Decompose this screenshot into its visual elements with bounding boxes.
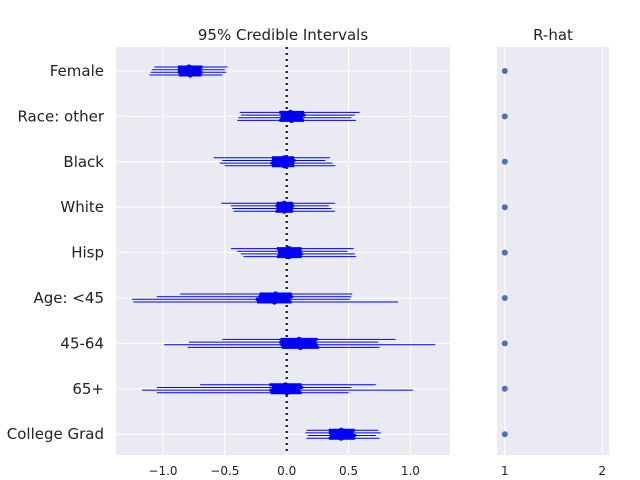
rhat-point (501, 340, 508, 347)
ci-x-tick-label: 1.0 (401, 464, 420, 478)
ci-panel-title: 95% Credible Intervals (198, 26, 368, 44)
rhat-point (501, 204, 508, 211)
rhat-panel-background (497, 47, 609, 455)
rhat-point (501, 431, 508, 438)
rhat-point (501, 295, 508, 301)
row-label: Black (63, 153, 104, 171)
posterior-mean-point (289, 117, 295, 123)
rhat-point (501, 113, 508, 120)
row-label: College Grad (7, 425, 104, 443)
posterior-mean-point (284, 390, 290, 396)
posterior-mean-point (297, 344, 303, 350)
row-label: Race: other (17, 107, 104, 125)
posterior-mean-point (187, 72, 193, 78)
ci-x-tick-label: 0.5 (339, 464, 358, 478)
row-label: 65+ (72, 380, 104, 398)
posterior-mean-point (271, 299, 277, 305)
rhat-point (501, 249, 508, 256)
rhat-point (501, 385, 508, 392)
posterior-mean-point (281, 208, 287, 214)
row-label: Age: <45 (34, 289, 105, 307)
row-label: Hisp (71, 244, 104, 262)
rhat-panel-title: R-hat (533, 26, 573, 44)
ci-x-tick-label: 0.0 (277, 464, 296, 478)
rhat-point (501, 68, 508, 74)
posterior-mean-point (286, 254, 292, 260)
rhat-x-tick-label: 2 (598, 464, 606, 478)
ci-x-tick-label: −0.5 (210, 464, 239, 478)
rhat-point (501, 158, 508, 165)
rhat-x-tick-label: 1 (501, 464, 509, 478)
row-label: 45-64 (60, 334, 104, 352)
ci-x-tick-label: −1.0 (148, 464, 177, 478)
row-label: Female (50, 62, 104, 80)
posterior-mean-point (338, 435, 344, 441)
posterior-mean-point (281, 163, 287, 169)
row-label: White (60, 198, 104, 216)
